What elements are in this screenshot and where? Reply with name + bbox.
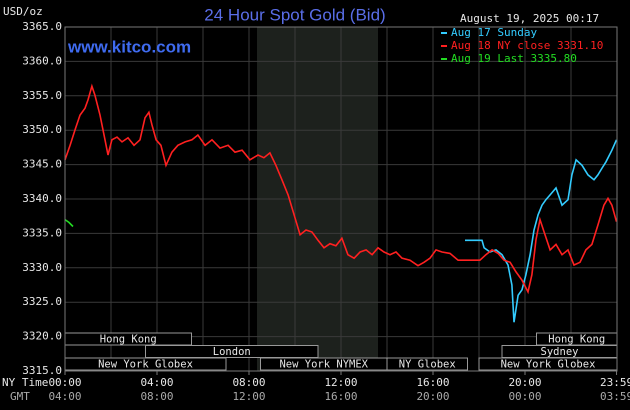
x2-tick-label: 16:00 bbox=[324, 390, 357, 403]
lines bbox=[64, 83, 618, 323]
x2-tick-label: 08:00 bbox=[140, 390, 173, 403]
x2-tick-label: 03:59 bbox=[600, 390, 630, 403]
session-label: New York NYMEX bbox=[279, 359, 368, 371]
y-tick-label: 3320.0 bbox=[22, 330, 62, 343]
y-axis-label: USD/oz bbox=[3, 5, 43, 18]
y-tick-label: 3315.0 bbox=[22, 364, 62, 377]
x-axis-label: NY Time bbox=[2, 376, 48, 389]
x-tick-label: 12:00 bbox=[324, 376, 357, 389]
session-label: Hong Kong bbox=[548, 334, 605, 346]
session-label: Hong Kong bbox=[100, 334, 157, 346]
y-tick-label: 3325.0 bbox=[22, 295, 62, 308]
x2-tick-label: 12:00 bbox=[232, 390, 265, 403]
session-label: London bbox=[213, 346, 251, 358]
y-tick-label: 3350.0 bbox=[22, 123, 62, 136]
session-label: New York Globex bbox=[98, 359, 193, 371]
legend-label: Aug 17 Sunday bbox=[451, 26, 537, 39]
price-line bbox=[64, 83, 618, 295]
y-tick-label: 3330.0 bbox=[22, 261, 62, 274]
session-box bbox=[145, 345, 319, 358]
session-label: Sydney bbox=[541, 346, 579, 358]
site-label: www.kitco.com bbox=[67, 37, 191, 56]
session-box bbox=[386, 357, 468, 371]
legend-label: Aug 18 NY close 3331.10 bbox=[451, 39, 603, 52]
x-tick-label: 00:00 bbox=[48, 376, 81, 389]
x-tick-label: 23:59 bbox=[600, 376, 630, 389]
x-tick-label: 08:00 bbox=[232, 376, 265, 389]
y-tick-label: 3345.0 bbox=[22, 158, 62, 171]
y-tick-label: 3340.0 bbox=[22, 192, 62, 205]
session-label: New York Globex bbox=[501, 359, 596, 371]
x-tick-label: 16:00 bbox=[416, 376, 449, 389]
session-label: NY Globex bbox=[399, 359, 456, 371]
x2-tick-label: 04:00 bbox=[48, 390, 81, 403]
x2-tick-label: 20:00 bbox=[416, 390, 449, 403]
y-tick-label: 3355.0 bbox=[22, 89, 62, 102]
price-line bbox=[465, 139, 618, 323]
x-tick-label: 20:00 bbox=[508, 376, 541, 389]
y-tick-label: 3335.0 bbox=[22, 226, 62, 239]
x2-axis-label: GMT bbox=[10, 390, 30, 403]
price-line bbox=[64, 218, 74, 228]
y-tick-label: 3365.0 bbox=[22, 20, 62, 33]
legend-label: Aug 19 Last 3335.80 bbox=[451, 52, 577, 65]
grid bbox=[65, 26, 617, 372]
x2-tick-label: 00:00 bbox=[508, 390, 541, 403]
timestamp: August 19, 2025 00:17 bbox=[460, 12, 599, 25]
x-tick-label: 04:00 bbox=[140, 376, 173, 389]
chart-title: 24 Hour Spot Gold (Bid) bbox=[204, 5, 385, 24]
y-tick-label: 3360.0 bbox=[22, 54, 62, 67]
